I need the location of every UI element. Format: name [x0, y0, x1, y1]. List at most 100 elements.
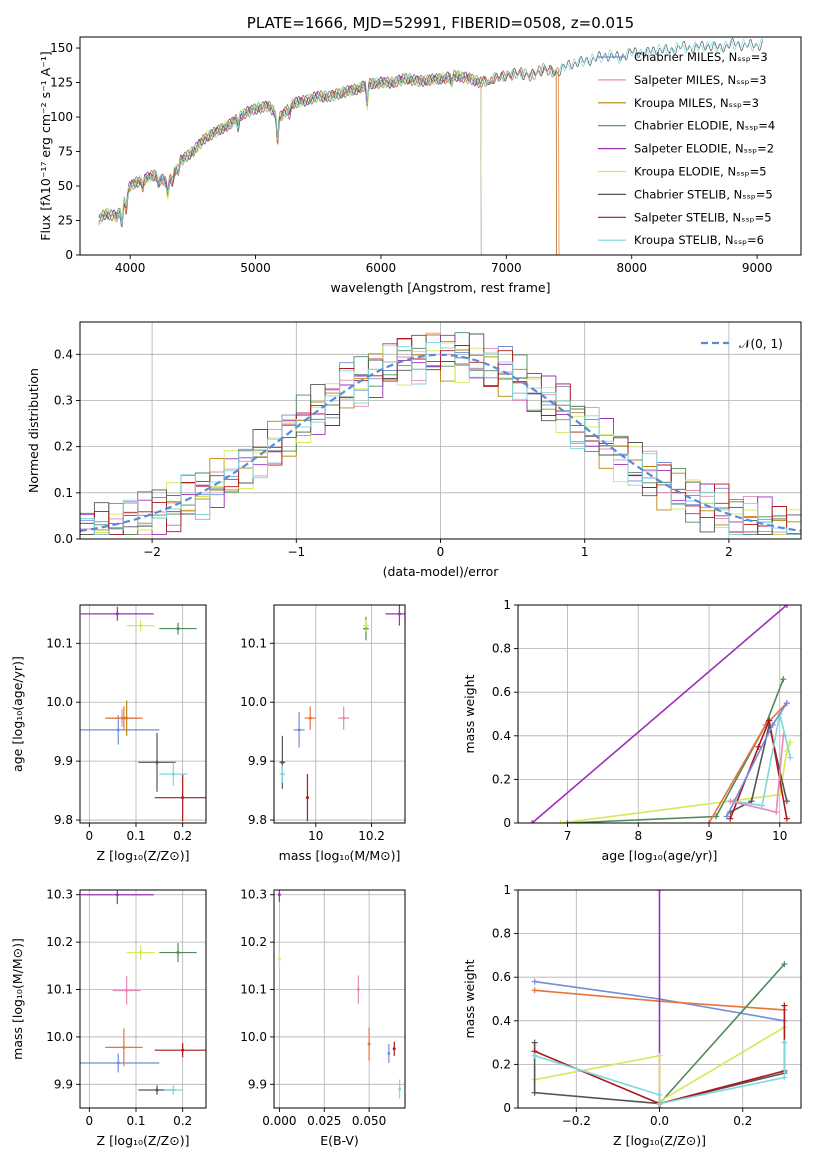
weight-line-chabrier_elodie	[658, 963, 785, 1105]
panel-residuals: 𝒩(0, 1) −2 −1 0 1 2 0.0 0.1 0.2 0.3 0.4 (data-model…	[26, 321, 802, 579]
x-tick-label: 0	[437, 545, 445, 559]
point-chabrier_miles	[116, 728, 120, 732]
point-salpeter_elodie	[277, 893, 281, 897]
point-chabrier_miles	[297, 728, 301, 732]
plot-area-mass_vs_Z	[80, 890, 206, 1095]
x-tick-label: 1	[581, 545, 589, 559]
legend-label: Salpeter MILES, Nₛₛₚ=3	[634, 73, 767, 87]
y-tick-label: 9.9	[54, 754, 73, 768]
y-tick-label: 10.1	[240, 983, 267, 997]
y-tick-label: 10.1	[46, 983, 73, 997]
y-tick-label: 0.3	[54, 393, 73, 407]
y-tick-label: 10.0	[240, 1030, 267, 1044]
point-kroupa_elodie	[277, 957, 281, 961]
x-tick-label: 0.2	[173, 829, 192, 843]
x-tick-label: 9000	[742, 261, 773, 275]
y-axis-label: mass weight	[462, 959, 477, 1038]
x-tick-label: −1	[287, 545, 305, 559]
x-tick-label: 0.1	[126, 829, 145, 843]
y-tick-label: 10.0	[46, 1030, 73, 1044]
point-kroupa_stelib	[398, 1087, 402, 1091]
point-salpeter_miles	[356, 988, 360, 992]
x-axis-label: (data-model)/error	[383, 564, 500, 579]
y-tick-label: 0	[503, 1101, 511, 1115]
y-tick-label: 0.0	[54, 532, 73, 546]
weight-line-chabrier_stelib	[729, 724, 788, 813]
legend-label: Kroupa MILES, Nₛₛₚ=3	[634, 96, 759, 110]
panel-spectrum: 4000 5000 6000 7000 8000 9000 0 25 50 75 100 125 150…	[38, 14, 802, 295]
y-tick-label: 9.8	[54, 813, 73, 827]
y-tick-label: 100	[50, 110, 73, 124]
y-tick-label: 9.9	[248, 1077, 267, 1091]
panel-age_vs_mass: 10 10.2 9.8 9.9 10.0 10.1 mass [log₁₀(M/M⊙)]	[240, 604, 406, 863]
axes-frame	[79, 36, 802, 256]
x-tick-label: 0.0	[650, 1114, 669, 1128]
y-tick-label: 10.3	[240, 888, 267, 902]
legend-label: Chabrier STELIB, Nₛₛₚ=5	[634, 187, 773, 201]
y-tick-label: 10.0	[46, 695, 73, 709]
point-salpeter_elodie	[115, 612, 119, 616]
point-salpeter_miles	[342, 716, 346, 720]
point-salpeter_stelib	[392, 1047, 396, 1051]
point-chabrier_miles	[116, 1061, 120, 1065]
y-tick-label: 50	[58, 179, 73, 193]
y-tick-label: 0.2	[492, 772, 511, 786]
legend-label: Chabrier ELODIE, Nₛₛₚ=4	[634, 119, 775, 133]
point-chabrier_stelib	[155, 1088, 159, 1092]
x-axis-label: Z [log₁₀(Z/Z⊙)]	[97, 1133, 190, 1148]
y-tick-label: 10.1	[240, 636, 267, 650]
x-tick-label: 0.2	[733, 1114, 752, 1128]
y-tick-label: 1	[503, 598, 511, 612]
legend-label-gaussian: 𝒩(0, 1)	[739, 337, 783, 351]
point-orange	[308, 716, 312, 720]
point-chabrier_stelib	[155, 760, 159, 764]
y-tick-label: 0	[65, 248, 73, 262]
point-salpeter_miles	[125, 988, 129, 992]
axes-frame	[79, 889, 207, 1109]
point-kroupa_elodie	[364, 624, 368, 628]
y-tick-label: 0.4	[492, 729, 511, 743]
y-axis-label: Flux [fλ10⁻¹⁷ erg cm⁻² s⁻¹ A⁻¹]	[38, 51, 53, 240]
y-tick-label: 10.0	[240, 695, 267, 709]
x-tick-label: −0.2	[562, 1114, 591, 1128]
y-tick-label: 10.3	[46, 888, 73, 902]
x-tick-label: 10	[308, 829, 323, 843]
spectrum-line-chabrier_stelib	[98, 37, 764, 227]
x-axis-label: age [log₁₀(age/yr)]	[602, 848, 718, 863]
y-tick-label: 125	[50, 76, 73, 90]
point-kroupa_stelib	[280, 772, 284, 776]
y-tick-label: 0.6	[492, 685, 511, 699]
legend-label: Chabrier MILES, Nₛₛₚ=3	[634, 50, 768, 64]
legend-label: Salpeter STELIB, Nₛₛₚ=5	[634, 210, 772, 224]
spectrum-line-salpeter_miles	[98, 64, 557, 255]
y-tick-label: 0.8	[492, 642, 511, 656]
x-tick-label: 8000	[616, 261, 647, 275]
panel-mass_vs_ebv: 0.000 0.025 0.050 9.9 10.0 10.1 10.2 10.3 E(B-V)	[240, 888, 406, 1148]
spectrum-line-salpeter_elodie	[98, 71, 482, 255]
plot-area-residuals	[80, 332, 801, 535]
point-chabrier_miles	[387, 1052, 391, 1055]
panel-mass_vs_Z: 0 0.1 0.2 9.9 10.0 10.1 10.2 10.3 Z [log₁₀(Z/Z⊙)…	[10, 888, 207, 1148]
x-tick-label: 4000	[115, 261, 146, 275]
x-tick-label: 0.000	[262, 1114, 296, 1128]
plot-area-age_vs_mass	[279, 605, 405, 822]
axes-frame	[517, 604, 802, 824]
plot-area-spectrum	[98, 37, 764, 255]
point-salpeter_stelib	[181, 796, 185, 800]
x-tick-label: 0.025	[307, 1114, 341, 1128]
y-tick-label: 0.2	[492, 1057, 511, 1071]
spectrum-legend: Chabrier MILES, Nₛₛₚ=3 Salpeter MILES, Nₛ…	[598, 50, 775, 247]
weight-line-chabrier_elodie	[567, 678, 785, 823]
panel-weight_vs_Z: −0.2 0.0 0.2 0 0.2 0.4 0.6 0.8 1 Z [log₁₀(Z/Z⊙)] m…	[462, 883, 802, 1148]
y-tick-label: 0.1	[54, 486, 73, 500]
point-salpeter_elodie	[115, 893, 119, 897]
panel-weight_vs_age: 7 8 9 10 0 0.2 0.4 0.6 0.8 1 age [log₁₀(age/yr)] ma…	[462, 598, 802, 863]
panel-age_vs_Z: 0 0.1 0.2 9.8 9.9 10.0 10.1 Z [log₁₀(Z/Z⊙)] age …	[10, 604, 207, 863]
point-orange	[122, 1045, 126, 1049]
x-axis-label: Z [log₁₀(Z/Z⊙)]	[613, 1133, 706, 1148]
y-tick-label: 9.9	[248, 754, 267, 768]
y-axis-label: age [log₁₀(age/yr)]	[10, 656, 25, 772]
point-salpeter_stelib	[181, 1048, 185, 1052]
weight-line-salpeter_stelib	[534, 1005, 786, 1105]
x-axis-label: Z [log₁₀(Z/Z⊙)]	[97, 848, 190, 863]
